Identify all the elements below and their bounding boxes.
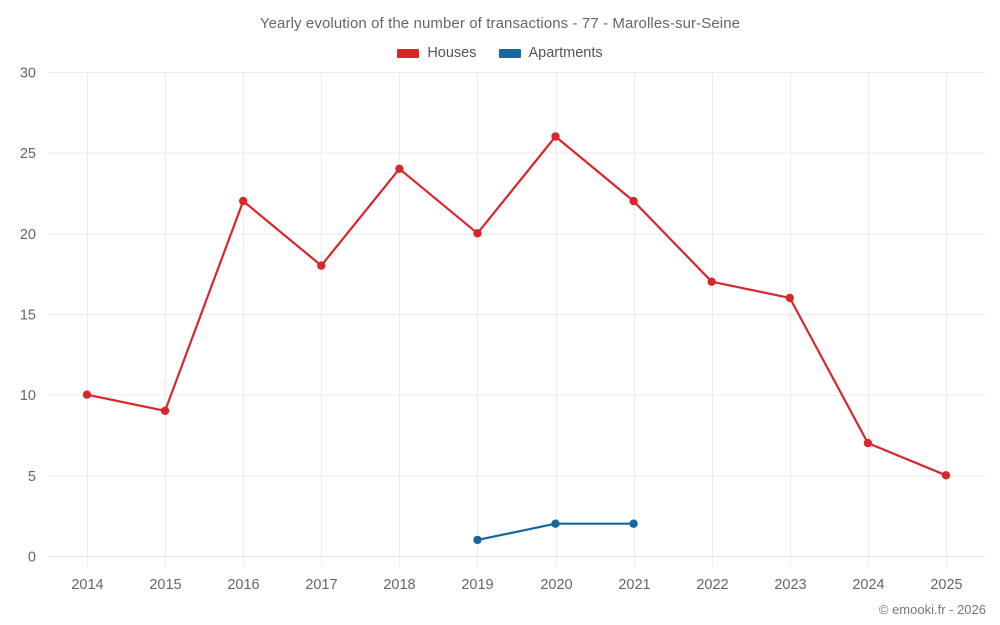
y-axis-tick-label: 10: [20, 388, 36, 404]
data-point-houses-2025[interactable]: [941, 471, 951, 480]
y-axis-tick-label: 20: [20, 227, 36, 243]
x-axis-tick-label: 2018: [383, 577, 415, 593]
x-axis-tick-label: 2020: [540, 577, 572, 593]
data-point-apartments-2019[interactable]: [473, 535, 482, 545]
y-axis-tick-label: 15: [20, 308, 36, 324]
y-axis-tick-label: 30: [20, 66, 36, 82]
y-axis-tick-label: 25: [20, 146, 36, 162]
legend-label-houses: Houses: [427, 45, 477, 61]
legend-swatch-houses: [397, 48, 420, 58]
y-axis-tick-label: 0: [28, 550, 36, 566]
y-axis-tick-label: 5: [28, 469, 36, 485]
x-axis-tick-label: 2014: [71, 577, 103, 593]
x-axis-tick-label: 2019: [461, 577, 493, 593]
x-axis-tick-label: 2025: [930, 577, 962, 593]
x-axis-tick-label: 2016: [227, 577, 259, 593]
legend-item-houses[interactable]: Houses: [397, 45, 477, 61]
data-point-houses-2015[interactable]: [160, 406, 170, 415]
data-point-houses-2022[interactable]: [707, 277, 716, 286]
data-point-apartments-2020[interactable]: [551, 519, 560, 528]
data-point-houses-2023[interactable]: [785, 293, 794, 303]
x-axis-tick-label: 2017: [305, 577, 337, 593]
data-point-houses-2024[interactable]: [863, 438, 873, 448]
data-point-apartments-2021[interactable]: [629, 519, 638, 528]
copyright-credit: © emooki.fr - 2026: [878, 602, 986, 617]
x-axis-tick-label: 2023: [774, 577, 806, 593]
x-axis-tick-label: 2015: [149, 577, 181, 593]
data-point-houses-2019[interactable]: [473, 229, 482, 238]
data-point-houses-2017[interactable]: [317, 261, 326, 270]
chart-legend: Houses Apartments: [0, 45, 1000, 61]
legend-swatch-apartments: [498, 48, 521, 58]
chart-title: Yearly evolution of the number of transa…: [259, 15, 741, 32]
data-point-houses-2018[interactable]: [395, 164, 404, 173]
series-line-houses: [85, 135, 948, 477]
x-axis-tick-label: 2022: [696, 577, 728, 593]
data-point-houses-2016[interactable]: [239, 196, 248, 206]
data-point-houses-2020[interactable]: [551, 132, 560, 141]
x-axis-tick-label: 2021: [618, 577, 650, 593]
data-point-houses-2021[interactable]: [629, 196, 638, 206]
legend-label-apartments: Apartments: [528, 45, 603, 61]
x-axis-tick-label: 2024: [852, 577, 884, 593]
data-point-houses-2014[interactable]: [82, 390, 92, 399]
legend-item-apartments[interactable]: Apartments: [498, 45, 603, 61]
